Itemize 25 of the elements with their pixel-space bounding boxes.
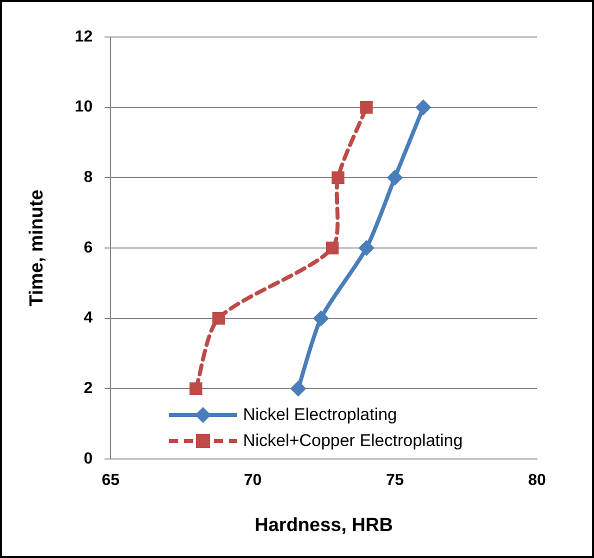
point <box>290 380 306 397</box>
legend-label: Nickel+Copper Electroplating <box>243 430 463 452</box>
x-tick-label: 70 <box>244 472 262 490</box>
x-axis-title: Hardness, HRB <box>254 514 393 536</box>
y-tick-label: 0 <box>84 450 93 468</box>
point <box>212 312 225 325</box>
y-tick-label: 10 <box>74 98 93 116</box>
point <box>326 242 339 254</box>
y-tick-label: 4 <box>84 310 93 327</box>
legend-label: Nickel Electroplating <box>243 404 398 426</box>
point <box>332 171 344 184</box>
point <box>312 310 329 326</box>
point <box>190 382 202 396</box>
x-tick-label: 65 <box>102 472 120 490</box>
y-axis-title: Time, minute <box>26 190 48 306</box>
y-tick-label: 2 <box>84 380 93 398</box>
x-tick-label: 75 <box>386 472 404 490</box>
y-tick-label: 12 <box>74 28 93 46</box>
x-tick-label: 80 <box>528 472 546 490</box>
point <box>360 100 373 114</box>
point <box>358 240 374 256</box>
y-tick-label: 6 <box>84 239 93 256</box>
y-tick-label: 8 <box>84 169 93 186</box>
point <box>386 170 403 186</box>
point <box>415 99 432 116</box>
